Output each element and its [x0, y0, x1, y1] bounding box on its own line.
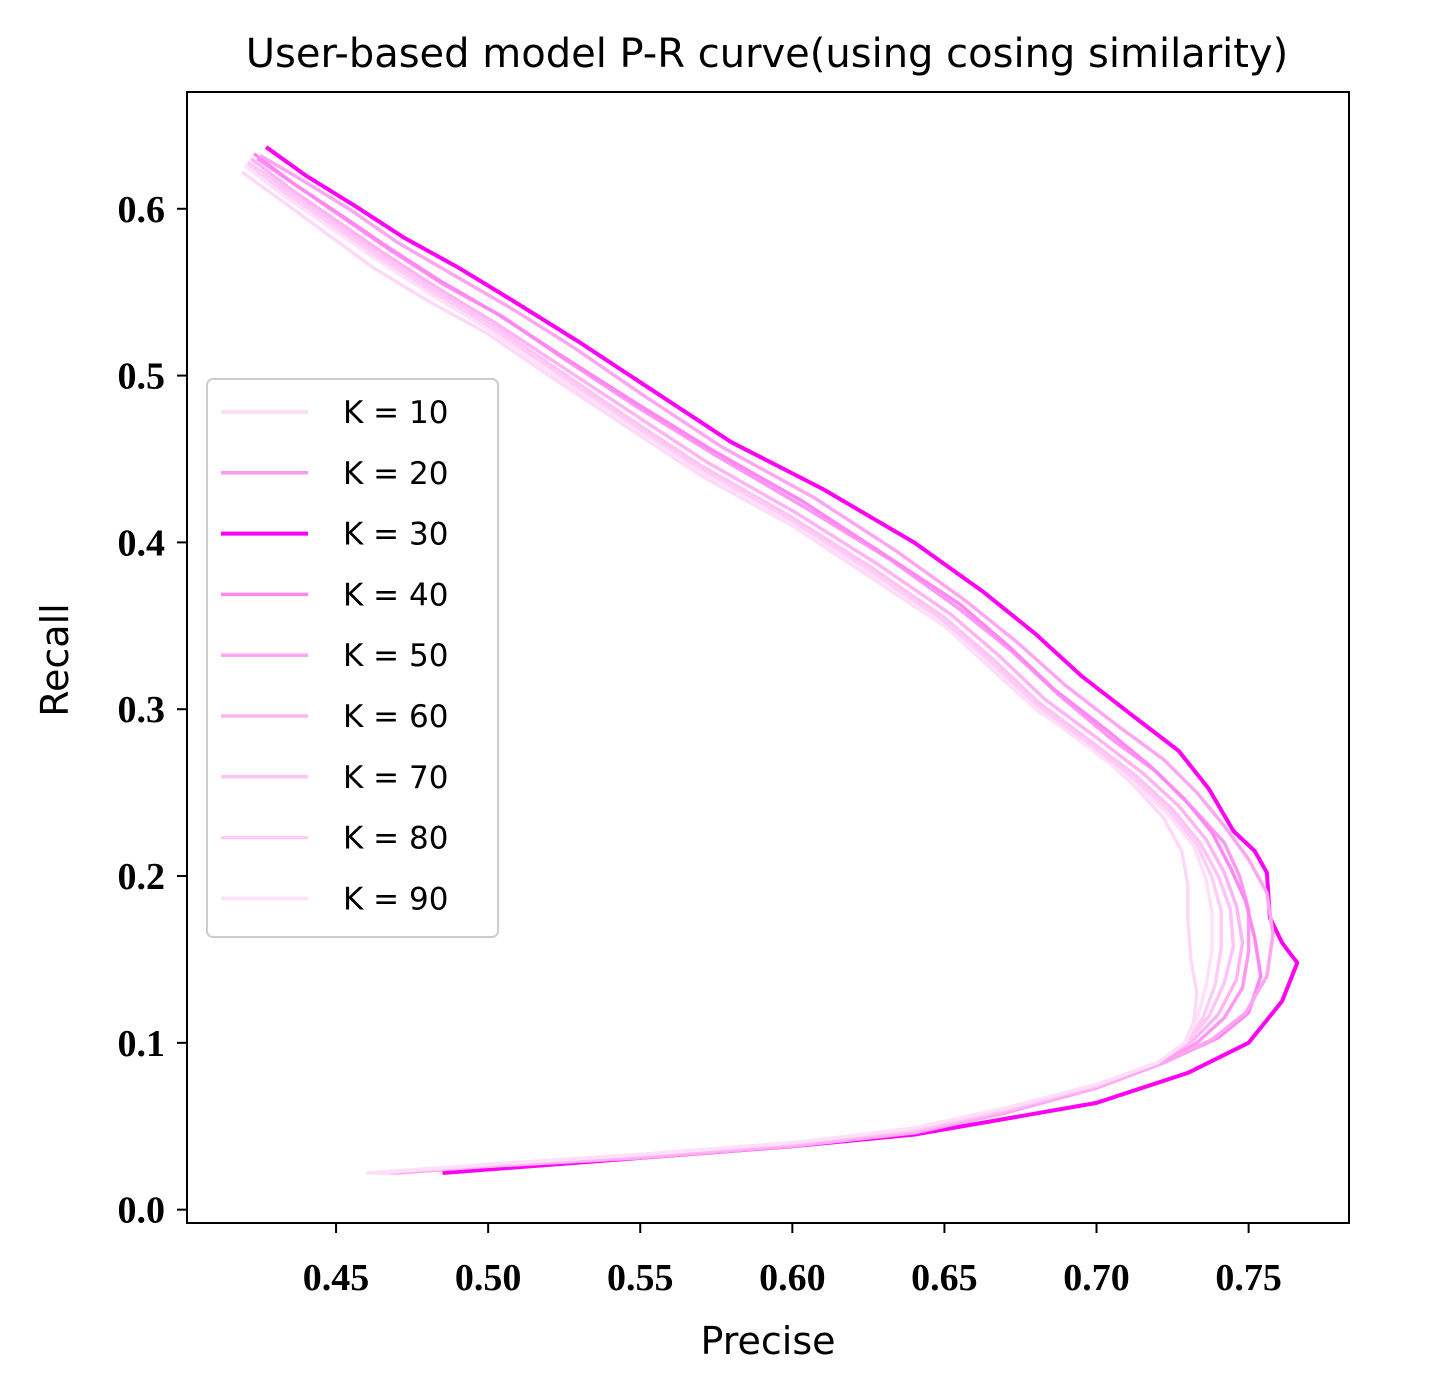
y-tick-label: 0.3 [118, 689, 166, 731]
y-tick-label: 0.2 [118, 856, 166, 898]
y-tick-label: 0.6 [118, 189, 166, 231]
y-axis-label: Recall [33, 603, 77, 716]
series-line-k-90 [243, 164, 1214, 1175]
x-tick-label: 0.75 [1215, 1257, 1282, 1299]
y-tick-label: 0.1 [118, 1023, 166, 1065]
legend-label: K = 10 [343, 395, 448, 431]
series-line-k-30 [264, 145, 1300, 1175]
legend-label: K = 90 [343, 881, 448, 917]
legend-label: K = 30 [343, 517, 448, 553]
legend-label: K = 70 [343, 760, 448, 796]
chart-title: User-based model P-R curve(using cosing … [246, 31, 1288, 77]
x-tick-label: 0.60 [759, 1257, 826, 1299]
legend-label: K = 20 [343, 456, 448, 492]
legend-label: K = 40 [343, 577, 448, 613]
y-tick-label: 0.4 [118, 522, 166, 564]
legend: K = 10 K = 20 K = 30 K = 40 K = 50 K = 60 K = … [206, 378, 499, 938]
x-tick-label: 0.45 [303, 1257, 370, 1299]
legend-frame [206, 378, 499, 938]
x-tick-label: 0.70 [1063, 1257, 1130, 1299]
x-axis-label: Precise [700, 1319, 835, 1363]
legend-label: K = 60 [343, 699, 448, 735]
y-tick-label: 0.0 [118, 1190, 166, 1232]
legend-items: K = 10 K = 20 K = 30 K = 40 K = 50 K = 60 K = … [221, 395, 448, 917]
x-axis-ticks: 0.45 0.50 0.55 0.60 0.65 0.70 0.75 [303, 1223, 1282, 1299]
plot-frame [186, 91, 1350, 1224]
x-tick-label: 0.55 [607, 1257, 674, 1299]
plot-lines [240, 145, 1300, 1175]
legend-label: K = 80 [343, 821, 448, 857]
y-tick-label: 0.5 [118, 356, 166, 398]
legend-label: K = 50 [343, 638, 448, 674]
x-tick-label: 0.65 [911, 1257, 978, 1299]
x-tick-label: 0.50 [455, 1257, 522, 1299]
y-axis-ticks: 0.0 0.1 0.2 0.3 0.4 0.5 0.6 [118, 189, 187, 1232]
